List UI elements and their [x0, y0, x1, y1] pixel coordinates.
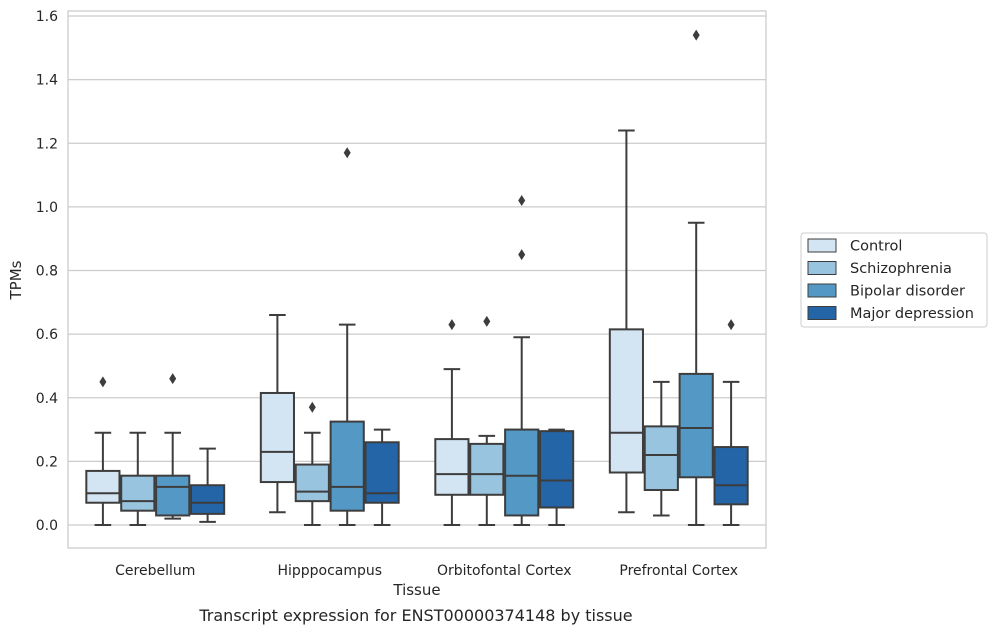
box-major-depression	[539, 428, 575, 526]
box-bipolar-disorder	[329, 147, 365, 526]
legend-label: Major depression	[850, 306, 974, 322]
y-tick-label: 1.0	[36, 200, 58, 216]
box-iqr	[85, 469, 121, 504]
box-control	[608, 129, 644, 514]
box-iqr	[120, 474, 156, 512]
box-iqr	[539, 430, 575, 509]
x-tick-label: Prefrontal Cortex	[619, 563, 738, 579]
box-major-depression	[713, 319, 749, 526]
legend: Control Schizophrenia Bipolar disorder Majo…	[800, 232, 988, 328]
outlier-point	[483, 315, 491, 327]
box-schizophrenia	[469, 315, 505, 526]
legend-swatch	[807, 261, 837, 275]
box-iqr	[329, 420, 365, 512]
legend-label: Control	[850, 239, 902, 255]
box-control	[434, 319, 470, 526]
outlier-point	[343, 147, 351, 159]
legend-label: Schizophrenia	[850, 261, 952, 277]
y-tick-label: 0.8	[36, 264, 58, 280]
box-iqr	[190, 484, 226, 515]
box-iqr	[434, 438, 470, 496]
legend-swatch	[807, 238, 837, 253]
legend-swatch	[807, 283, 837, 298]
box-bipolar-disorder	[155, 373, 191, 520]
box-iqr	[678, 372, 714, 479]
box-iqr	[294, 463, 330, 503]
y-tick-label: 0.4	[36, 391, 58, 407]
box-iqr	[155, 474, 191, 517]
box-major-depression	[364, 428, 400, 526]
outlier-point	[448, 319, 456, 331]
outlier-point	[518, 195, 526, 207]
y-grid	[68, 15, 766, 526]
x-tick-labels: Cerebellum Hipppocampus Orbitofontal Corte…	[115, 563, 738, 579]
box-iqr	[469, 442, 505, 496]
y-tick-label: 0.0	[36, 518, 58, 534]
box-schizophrenia	[643, 380, 679, 517]
outlier-point	[692, 29, 700, 41]
outlier-point	[99, 376, 107, 388]
box-bipolar-disorder	[678, 29, 714, 526]
x-tick-label: Cerebellum	[115, 563, 195, 579]
outlier-point	[169, 373, 177, 385]
y-axis-label: TPMs	[7, 260, 25, 300]
box-iqr	[259, 391, 295, 484]
box-iqr	[643, 425, 679, 492]
box-iqr	[713, 446, 749, 506]
box-bipolar-disorder	[504, 195, 540, 526]
y-tick-label: 0.2	[36, 454, 58, 470]
box-schizophrenia	[294, 401, 330, 526]
boxes-layer	[85, 29, 749, 526]
box-control	[85, 376, 121, 526]
outlier-point	[727, 319, 735, 331]
y-tick-label: 1.2	[36, 136, 58, 152]
figure-caption: Transcript expression for ENST0000037414…	[199, 606, 633, 625]
box-major-depression	[190, 447, 226, 523]
y-tick-label: 1.4	[36, 73, 58, 89]
legend-label: Bipolar disorder	[850, 284, 965, 300]
legend-frame	[800, 232, 988, 328]
y-tick-labels: 0.0 0.2 0.4 0.6 0.8 1.0 1.2 1.4 1.6	[36, 9, 58, 534]
box-control	[259, 314, 295, 514]
box-iqr	[608, 328, 644, 474]
plot-frame	[67, 10, 767, 549]
box-iqr	[504, 428, 540, 517]
outlier-point	[308, 401, 316, 413]
legend-swatch	[807, 306, 837, 320]
box-schizophrenia	[120, 431, 156, 526]
y-tick-label: 1.6	[36, 9, 58, 25]
x-axis-label: Tissue	[392, 581, 440, 599]
y-tick-label: 0.6	[36, 327, 58, 343]
x-tick-label: Orbitofontal Cortex	[437, 563, 572, 579]
x-tick-label: Hipppocampus	[277, 563, 382, 579]
outlier-point	[518, 249, 526, 261]
